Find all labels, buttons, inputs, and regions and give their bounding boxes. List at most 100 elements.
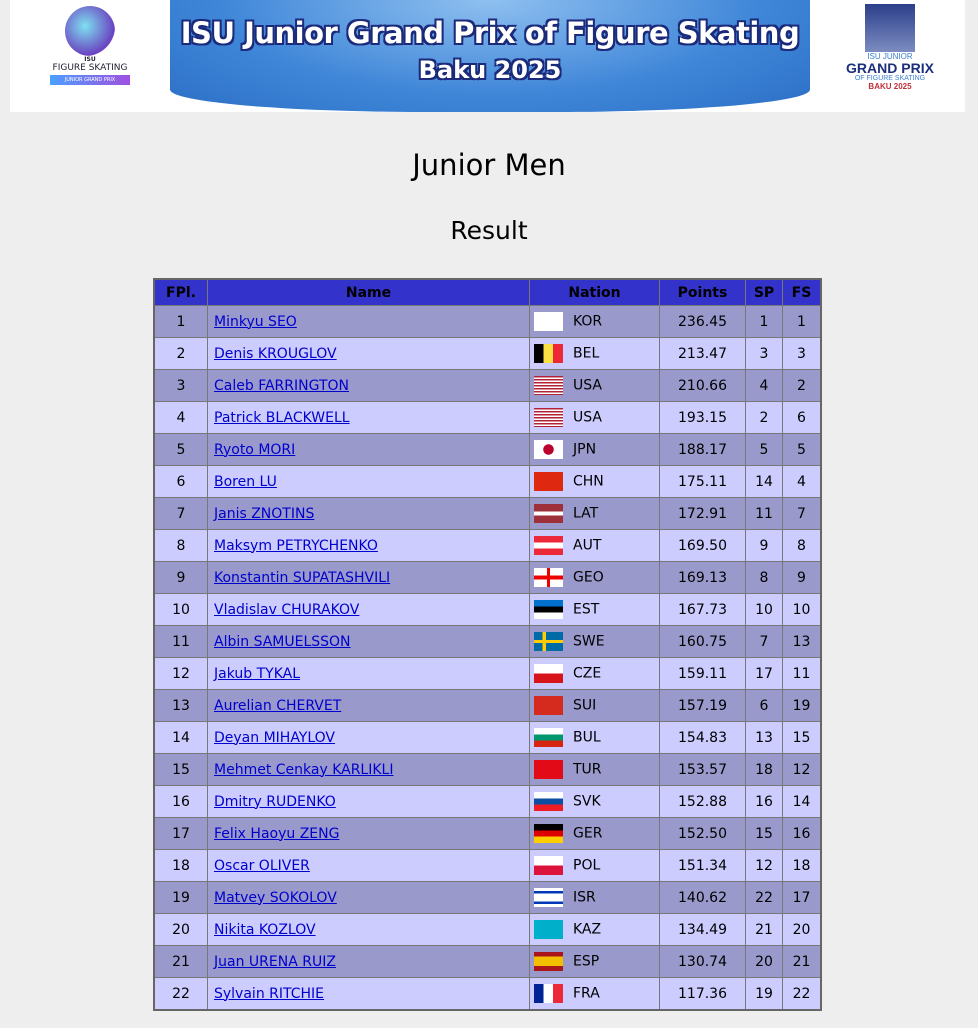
name-cell: Mehmet Cenkay KARLIKLI <box>207 753 530 786</box>
nation-code: EST <box>573 601 600 618</box>
fs-cell: 8 <box>782 529 822 562</box>
sp-cell: 11 <box>745 497 783 530</box>
skater-link[interactable]: Matvey SOKOLOV <box>214 889 337 906</box>
nation-code: FRA <box>573 985 600 1002</box>
skater-link[interactable]: Denis KROUGLOV <box>214 345 337 362</box>
skater-link[interactable]: Albin SAMUELSSON <box>214 633 351 650</box>
skater-link[interactable]: Mehmet Cenkay KARLIKLI <box>214 761 394 778</box>
tower-skater-icon <box>865 4 915 52</box>
fs-cell: 2 <box>782 369 822 402</box>
fs-cell: 10 <box>782 593 822 626</box>
flag-kor-icon <box>534 312 563 331</box>
points-cell: 140.62 <box>659 881 746 914</box>
skater-link[interactable]: Jakub TYKAL <box>214 665 301 682</box>
fs-cell: 3 <box>782 337 822 370</box>
skater-link[interactable]: Dmitry RUDENKO <box>214 793 336 810</box>
points-cell: 152.88 <box>659 785 746 818</box>
nation-code: USA <box>573 409 602 426</box>
skater-link[interactable]: Ryoto MORI <box>214 441 296 458</box>
sp-cell: 5 <box>745 433 783 466</box>
flag-jpn-icon <box>534 440 563 459</box>
fs-cell: 6 <box>782 401 822 434</box>
table-row: 12 Jakub TYKAL CZE 159.11 17 11 <box>153 657 822 690</box>
nation-cell: FRA <box>529 977 660 1011</box>
table-row: 10 Vladislav CHURAKOV EST 167.73 10 10 <box>153 593 822 626</box>
skater-link[interactable]: Felix Haoyu ZENG <box>214 825 340 842</box>
fs-cell: 18 <box>782 849 822 882</box>
skater-link[interactable]: Maksym PETRYCHENKO <box>214 537 378 554</box>
fpl-cell: 16 <box>153 785 208 818</box>
skater-link[interactable]: Nikita KOZLOV <box>214 921 316 938</box>
table-row: 7 Janis ZNOTINS LAT 172.91 11 7 <box>153 497 822 530</box>
flag-kaz-icon <box>534 920 563 939</box>
skater-link[interactable]: Minkyu SEO <box>214 313 297 330</box>
nation-code: BEL <box>573 345 600 362</box>
fs-cell: 15 <box>782 721 822 754</box>
flag-swe-icon <box>534 632 563 651</box>
table-row: 19 Matvey SOKOLOV ISR 140.62 22 17 <box>153 881 822 914</box>
nation-code: KOR <box>573 313 603 330</box>
fpl-cell: 4 <box>153 401 208 434</box>
fpl-cell: 17 <box>153 817 208 850</box>
skater-link[interactable]: Aurelian CHERVET <box>214 697 342 714</box>
flag-usa-icon <box>534 408 563 427</box>
flag-est-icon <box>534 600 563 619</box>
nation-code: USA <box>573 377 602 394</box>
skater-link[interactable]: Vladislav CHURAKOV <box>214 601 360 618</box>
flag-geo-icon <box>534 568 563 587</box>
sp-cell: 7 <box>745 625 783 658</box>
fpl-cell: 1 <box>153 305 208 338</box>
fs-cell: 19 <box>782 689 822 722</box>
skater-link[interactable]: Juan URENA RUIZ <box>214 953 336 970</box>
nation-cell: CHN <box>529 465 660 498</box>
skater-link[interactable]: Deyan MIHAYLOV <box>214 729 336 746</box>
points-cell: 130.74 <box>659 945 746 978</box>
skater-link[interactable]: Sylvain RITCHIE <box>214 985 325 1002</box>
table-row: 4 Patrick BLACKWELL USA 193.15 2 6 <box>153 401 822 434</box>
skater-link[interactable]: Patrick BLACKWELL <box>214 409 350 426</box>
skater-link[interactable]: Konstantin SUPATASHVILI <box>214 569 391 586</box>
sp-cell: 4 <box>745 369 783 402</box>
fpl-cell: 10 <box>153 593 208 626</box>
nation-cell: USA <box>529 401 660 434</box>
event-banner: ISU FIGURE SKATING JUNIOR GRAND PRIX ISU… <box>10 0 965 112</box>
fs-cell: 14 <box>782 785 822 818</box>
skater-link[interactable]: Caleb FARRINGTON <box>214 377 349 394</box>
nation-code: ISR <box>573 889 596 906</box>
name-cell: Felix Haoyu ZENG <box>207 817 530 850</box>
logo-text: GRAND PRIX <box>846 60 934 76</box>
nation-code: ESP <box>573 953 600 970</box>
points-cell: 172.91 <box>659 497 746 530</box>
table-row: 22 Sylvain RITCHIE FRA 117.36 19 22 <box>153 977 822 1011</box>
skater-icon <box>65 6 115 56</box>
nation-cell: KOR <box>529 305 660 338</box>
flag-cze-icon <box>534 664 563 683</box>
points-cell: 159.11 <box>659 657 746 690</box>
name-cell: Minkyu SEO <box>207 305 530 338</box>
nation-cell: GER <box>529 817 660 850</box>
nation-cell: CZE <box>529 657 660 690</box>
sp-cell: 9 <box>745 529 783 562</box>
logo-text: BAKU 2025 <box>868 82 912 91</box>
table-row: 13 Aurelian CHERVET SUI 157.19 6 19 <box>153 689 822 722</box>
sp-cell: 21 <box>745 913 783 946</box>
nation-cell: USA <box>529 369 660 402</box>
fs-cell: 16 <box>782 817 822 850</box>
logo-text: ISU <box>84 56 96 63</box>
name-cell: Vladislav CHURAKOV <box>207 593 530 626</box>
name-cell: Caleb FARRINGTON <box>207 369 530 402</box>
nation-code: TUR <box>573 761 602 778</box>
sp-cell: 14 <box>745 465 783 498</box>
nation-code: LAT <box>573 505 599 522</box>
flag-sui-icon <box>534 696 563 715</box>
fpl-cell: 11 <box>153 625 208 658</box>
skater-link[interactable]: Janis ZNOTINS <box>214 505 315 522</box>
skater-link[interactable]: Oscar OLIVER <box>214 857 310 874</box>
nation-code: GEO <box>573 569 604 586</box>
skater-link[interactable]: Boren LU <box>214 473 277 490</box>
sp-cell: 13 <box>745 721 783 754</box>
points-cell: 213.47 <box>659 337 746 370</box>
fpl-cell: 9 <box>153 561 208 594</box>
fpl-cell: 18 <box>153 849 208 882</box>
points-cell: 151.34 <box>659 849 746 882</box>
